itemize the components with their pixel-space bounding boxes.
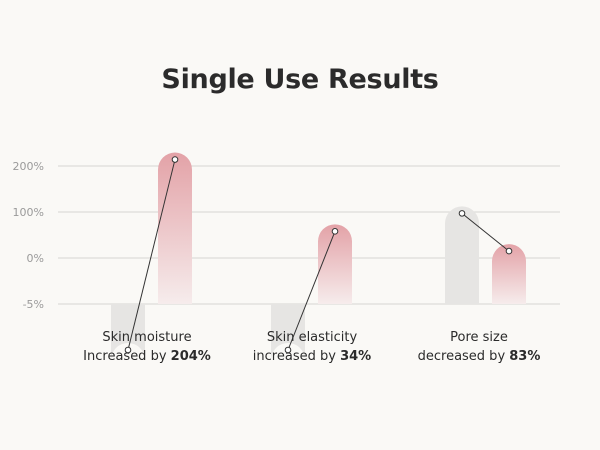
caption-prefix: Increased by: [83, 349, 171, 364]
caption-line1: Pore size: [450, 330, 508, 345]
caption-value: 204%: [170, 349, 211, 364]
y-tick-label: -5%: [23, 298, 44, 311]
bar-before: [111, 304, 145, 360]
bar-after: [158, 152, 192, 304]
data-point: [171, 156, 179, 163]
data-point: [458, 210, 466, 217]
caption-prefix: increased by: [252, 349, 341, 364]
chart-title: Single Use Results: [161, 64, 439, 95]
bar-before: [445, 206, 479, 304]
caption-pore-size: Pore size decreased by 83%: [379, 328, 579, 366]
caption-skin-moisture: Skin moisture Increased by 204%: [47, 328, 247, 366]
data-point: [331, 228, 339, 235]
connector-line: [461, 212, 510, 252]
caption-line1: Skin moisture: [102, 330, 192, 345]
y-tick-label: 100%: [13, 206, 44, 219]
bar-after: [318, 224, 352, 304]
data-point: [505, 247, 513, 255]
caption-value: 83%: [509, 349, 541, 364]
bar-after: [492, 244, 526, 304]
bar-before: [271, 304, 305, 360]
caption-line2: decreased by 83%: [379, 347, 579, 366]
caption-prefix: decreased by: [417, 349, 510, 364]
caption-line2: increased by 34%: [212, 347, 412, 366]
y-tick-label: 0%: [27, 252, 44, 265]
connector-line: [287, 231, 336, 351]
data-point: [124, 346, 132, 354]
caption-value: 34%: [340, 349, 372, 364]
data-point: [284, 346, 292, 354]
caption-line2: Increased by 204%: [47, 347, 247, 366]
caption-skin-elasticity: Skin elasticity increased by 34%: [212, 328, 412, 366]
connector-line: [127, 159, 176, 351]
y-tick-label: 200%: [13, 160, 44, 173]
caption-line1: Skin elasticity: [266, 330, 358, 345]
